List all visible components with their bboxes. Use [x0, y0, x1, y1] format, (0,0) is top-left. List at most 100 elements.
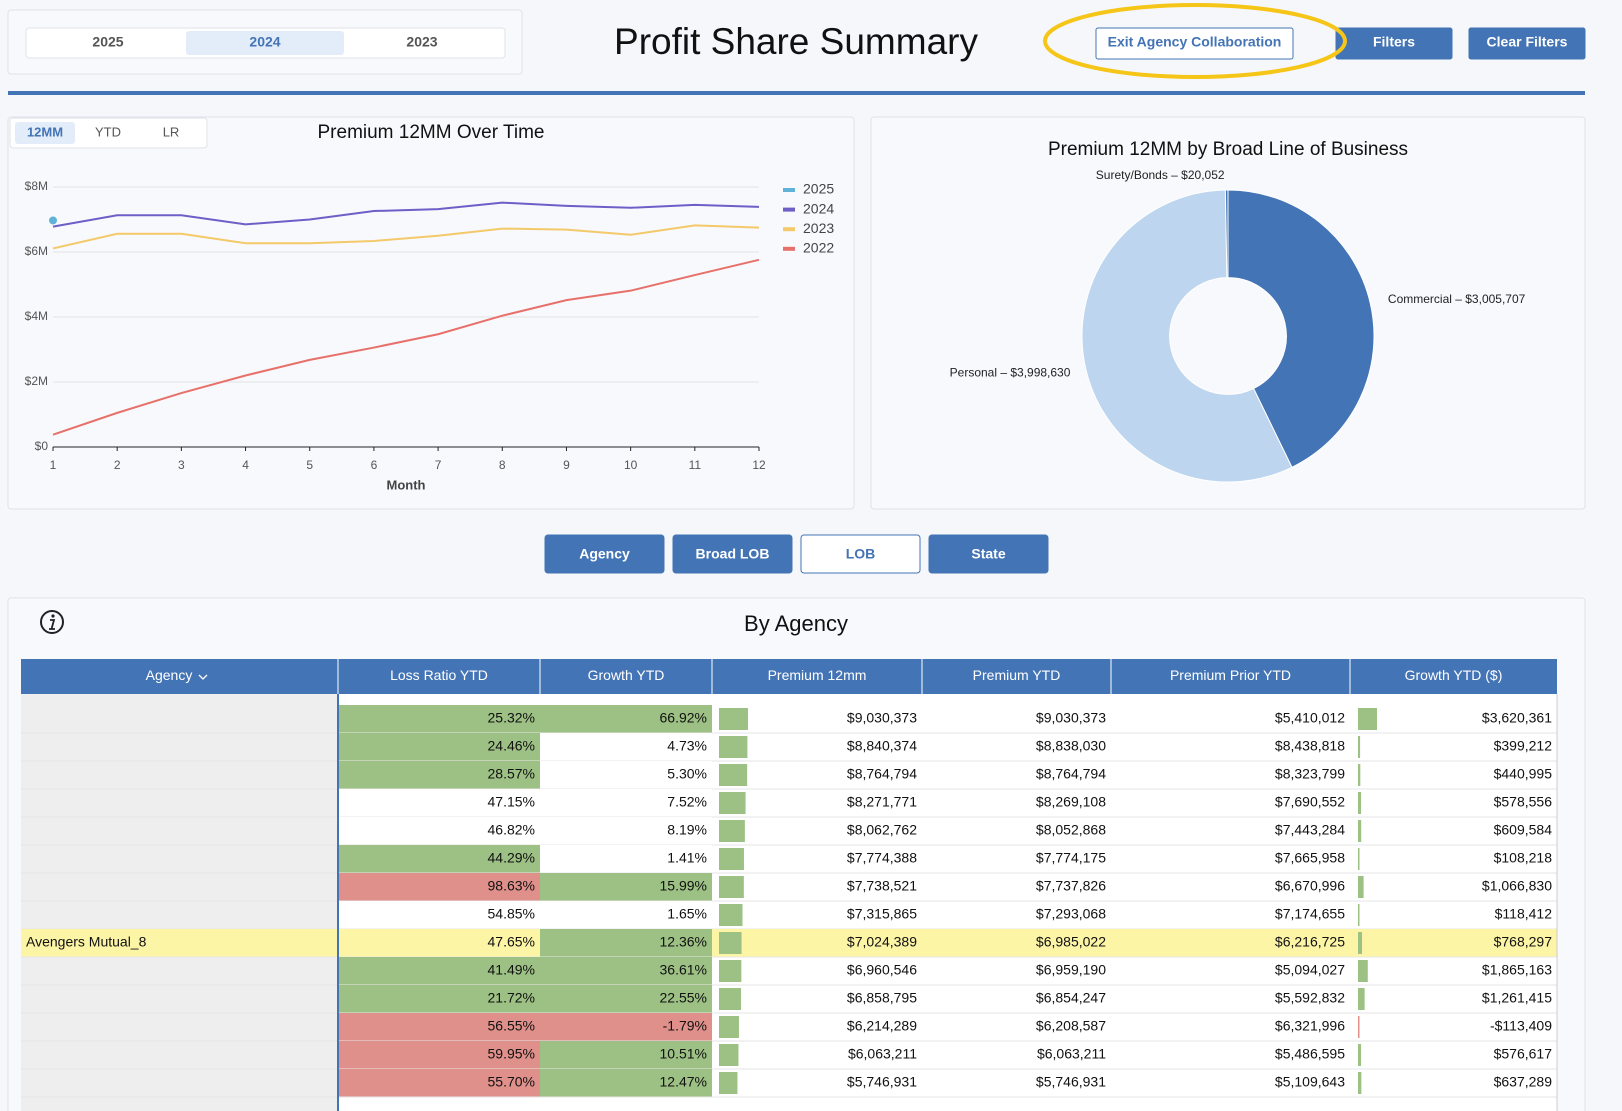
table-cell: $440,995 [1494, 766, 1553, 782]
year-tab-selected[interactable] [186, 31, 344, 55]
table-cell: $7,665,958 [1275, 850, 1345, 866]
table-cell: $7,737,826 [1036, 878, 1106, 894]
chart-tab[interactable]: LR [163, 124, 180, 139]
table-cell: -1.79% [663, 1018, 707, 1034]
button[interactable] [1335, 27, 1453, 60]
x-tick-label: 3 [178, 458, 185, 472]
info-icon[interactable] [40, 610, 64, 634]
button-label[interactable]: Exit Agency Collaboration [1108, 34, 1282, 50]
column-header[interactable]: Growth YTD ($) [1405, 667, 1503, 683]
view-button-label[interactable]: State [971, 546, 1005, 562]
table-cell: $8,271,771 [847, 794, 917, 810]
year-tab[interactable]: 2024 [249, 34, 280, 50]
legend-swatch [783, 207, 795, 212]
table-cell: -$113,409 [1490, 1018, 1552, 1034]
growth-bar [1358, 1016, 1360, 1038]
table-cell: $7,738,521 [847, 878, 917, 894]
table-cell: $578,556 [1494, 794, 1553, 810]
button[interactable] [1095, 27, 1294, 60]
cell-fill [338, 957, 540, 985]
year-tab[interactable]: 2023 [406, 34, 437, 50]
column-header[interactable]: Premium YTD [973, 667, 1061, 683]
table-cell: $8,764,794 [847, 766, 917, 782]
view-button-label[interactable]: LOB [846, 546, 876, 562]
view-button[interactable] [928, 534, 1049, 574]
view-button-label[interactable]: Broad LOB [696, 546, 770, 562]
cell-fill [540, 789, 712, 817]
column-header[interactable]: Premium Prior YTD [1170, 667, 1291, 683]
column-header[interactable]: Premium 12mm [768, 667, 867, 683]
premium-bar [719, 904, 743, 926]
table-cell: $5,109,643 [1275, 1074, 1345, 1090]
table-cell: $7,315,865 [847, 906, 917, 922]
cell-fill [540, 817, 712, 845]
column-header[interactable]: Growth YTD [588, 667, 665, 683]
table-cell: 41.49% [488, 962, 535, 978]
view-button-label[interactable]: Agency [579, 546, 630, 562]
table-header [21, 659, 1557, 694]
table-cell: 59.95% [488, 1046, 535, 1062]
cell-fill [338, 705, 540, 733]
premium-bar [719, 820, 745, 842]
table-cell: $6,858,795 [847, 990, 917, 1006]
table-cell: 1.41% [667, 850, 707, 866]
table-cell: 15.99% [660, 878, 707, 894]
cell-fill [540, 985, 712, 1013]
y-tick-label: $6M [25, 244, 48, 258]
button-label[interactable]: Clear Filters [1487, 34, 1568, 50]
table-cell: 12.47% [660, 1074, 707, 1090]
cell-fill [540, 873, 712, 901]
chart-tab[interactable]: YTD [95, 124, 121, 139]
highlight-circle [1043, 3, 1347, 79]
year-tab[interactable]: 2025 [92, 34, 123, 50]
legend-swatch [783, 246, 795, 251]
cell-fill [540, 845, 712, 873]
table-cell: 98.63% [488, 878, 535, 894]
table-cell: 21.72% [488, 990, 535, 1006]
table-cell: $8,838,030 [1036, 738, 1106, 754]
table-cell: $6,208,587 [1036, 1018, 1106, 1034]
view-button[interactable] [672, 534, 793, 574]
table-cell: $7,690,552 [1275, 794, 1345, 810]
cell-fill [338, 817, 540, 845]
y-tick-label: $8M [25, 179, 48, 193]
table-cell: 25.32% [488, 710, 535, 726]
cell-fill [540, 901, 712, 929]
table-cell: $6,854,247 [1036, 990, 1106, 1006]
agency-column [21, 694, 338, 1111]
x-tick-label: 12 [752, 458, 766, 472]
table-cell: 10.51% [660, 1046, 707, 1062]
legend-label: 2025 [803, 181, 834, 197]
growth-bar [1358, 708, 1377, 730]
table-cell: $637,289 [1494, 1074, 1553, 1090]
table-cell: $7,774,175 [1036, 850, 1106, 866]
column-header[interactable]: Agency [146, 667, 193, 683]
premium-bar [719, 960, 742, 982]
table-cell: $399,212 [1494, 738, 1553, 754]
y-tick-label: $2M [25, 374, 48, 388]
line-chart-panel [7, 116, 855, 510]
growth-bar [1358, 792, 1362, 814]
view-button[interactable] [544, 534, 665, 574]
chart-tab-selected[interactable] [15, 122, 75, 144]
button[interactable] [1468, 27, 1586, 60]
premium-bar [719, 1072, 738, 1094]
cell-fill [540, 957, 712, 985]
button-label[interactable]: Filters [1373, 34, 1415, 50]
table-cell: $9,030,373 [1036, 710, 1106, 726]
x-tick-label: 6 [371, 458, 378, 472]
column-header[interactable]: Loss Ratio YTD [390, 667, 488, 683]
table-cell: $5,592,832 [1275, 990, 1345, 1006]
view-button[interactable] [800, 534, 921, 574]
cell-fill [338, 1069, 540, 1097]
pie-slice [1224, 189, 1229, 279]
table-cell: 12.36% [660, 934, 707, 950]
premium-bar [719, 876, 744, 898]
table-cell: 66.92% [660, 710, 707, 726]
pie-label: Commercial – $3,005,707 [1388, 292, 1526, 306]
line-series [52, 224, 760, 250]
sort-icon[interactable] [198, 674, 208, 680]
table-cell: $108,218 [1494, 850, 1553, 866]
chart-tab[interactable]: 12MM [27, 124, 63, 139]
table-cell: $8,269,108 [1036, 794, 1106, 810]
